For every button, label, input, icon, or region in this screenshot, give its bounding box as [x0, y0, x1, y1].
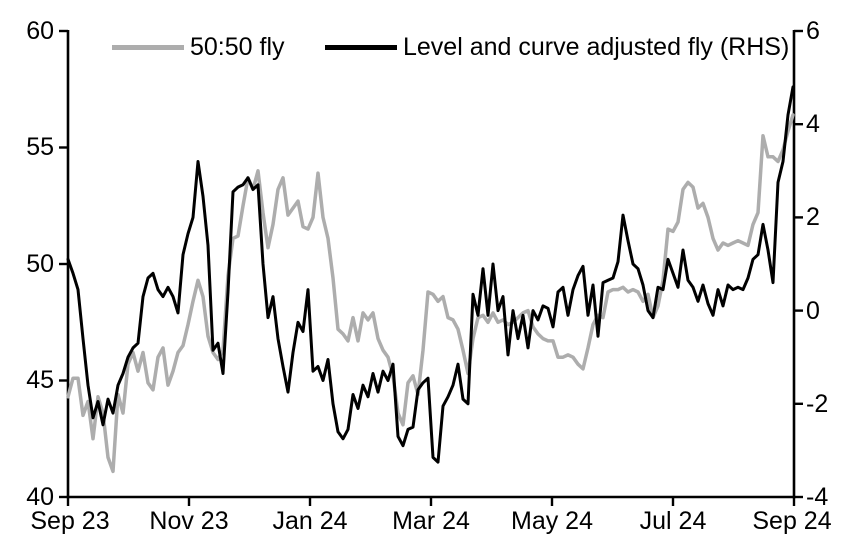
left-axis-tick-label: 55 — [26, 133, 54, 161]
left-axis-tick-label: 40 — [26, 483, 54, 511]
x-axis-tick-label: Sep 24 — [752, 507, 832, 535]
right-axis-tick-label: 0 — [806, 297, 820, 325]
left-axis-tick-label: 60 — [26, 17, 54, 45]
x-axis-tick-label: Jan 24 — [272, 507, 348, 535]
x-axis-tick-label: Mar 24 — [392, 507, 470, 535]
x-axis-tick-label: May 24 — [511, 507, 593, 535]
right-axis-tick-label: -2 — [806, 390, 829, 418]
x-axis-tick-label: Sep 23 — [30, 507, 110, 535]
right-axis-tick-label: 4 — [806, 110, 820, 138]
right-axis-tick-label: 2 — [806, 203, 820, 231]
legend-swatch-5050-fly — [112, 45, 184, 50]
legend-swatch-level-curve-adjusted-fly — [325, 45, 397, 50]
legend-label-level-curve-adjusted-fly: Level and curve adjusted fly (RHS) — [403, 33, 790, 61]
right-axis-tick-label: 6 — [806, 17, 820, 45]
legend-label-5050-fly: 50:50 fly — [190, 33, 285, 61]
right-axis-tick-label: -4 — [806, 483, 829, 511]
x-axis-tick-label: Nov 23 — [149, 507, 229, 535]
x-axis-tick-label: Jul 24 — [639, 507, 707, 535]
left-axis-tick-label: 45 — [26, 366, 54, 394]
left-axis-tick-label: 50 — [26, 250, 54, 278]
